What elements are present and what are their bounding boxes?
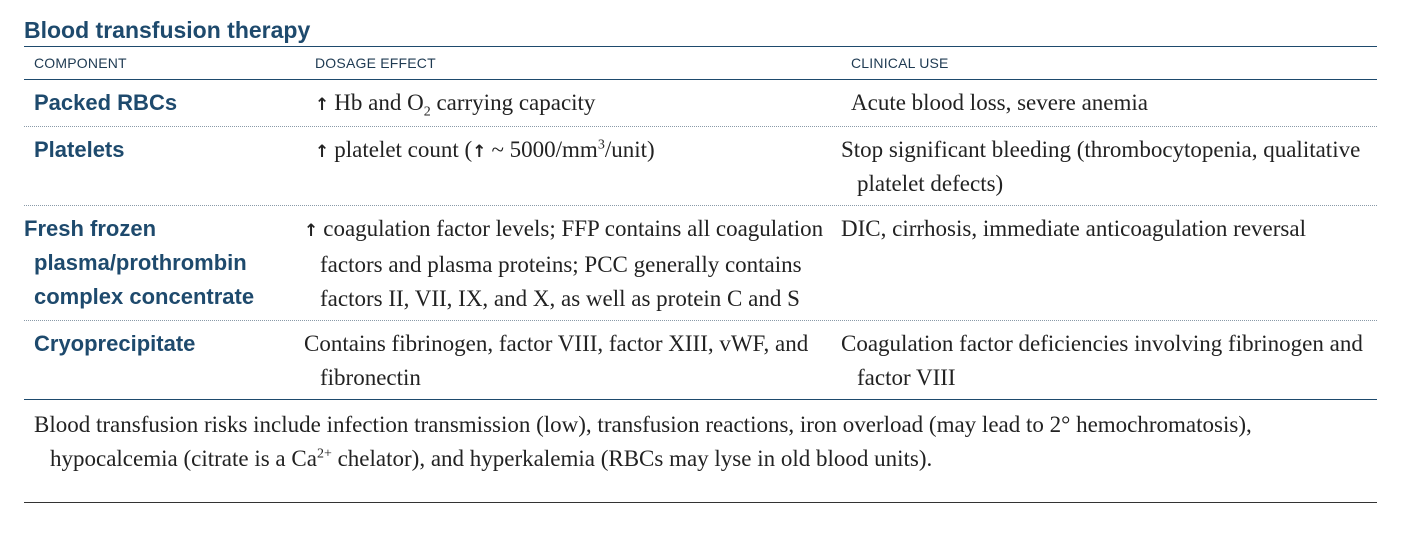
- clinical-use-cell: DIC, cirrhosis, immediate anticoagulatio…: [841, 216, 1306, 241]
- clinical-use-cell: Acute blood loss, severe anemia: [851, 90, 1148, 115]
- subscript: 2: [423, 104, 431, 120]
- footnote-text: Blood transfusion risks include infectio…: [34, 408, 1367, 476]
- up-arrow-icon: ↑: [472, 142, 487, 162]
- dosage-text: carrying capacity: [430, 90, 596, 115]
- up-arrow-icon: ↑: [315, 95, 330, 115]
- clinical-use-cell: Coagulation factor deficiencies involvin…: [841, 331, 1363, 390]
- table-row: Packed RBCs ↑ Hb and O2 carrying capacity…: [24, 80, 1377, 127]
- up-arrow-icon: ↑: [315, 142, 330, 162]
- footnote: Blood transfusion risks include infectio…: [24, 400, 1377, 490]
- dosage-effect-cell: ↑ Hb and O2 carrying capacity: [304, 86, 841, 122]
- dosage-effect-cell: ↑ coagulation factor levels; FFP contains…: [304, 212, 841, 316]
- bottom-rule: [24, 502, 1377, 503]
- superscript: 2+: [316, 446, 332, 462]
- superscript: 3: [597, 137, 605, 153]
- header-dosage-effect: DOSAGE EFFECT: [315, 55, 436, 71]
- header-row: COMPONENT DOSAGE EFFECT CLINICAL USE: [24, 47, 1377, 80]
- clinical-use-cell: Stop significant bleeding (thrombocytope…: [841, 137, 1361, 196]
- up-arrow-icon: ↑: [304, 221, 319, 241]
- header-clinical-use: CLINICAL USE: [851, 55, 949, 71]
- component-cell: Packed RBCs: [34, 90, 178, 115]
- top-rule: [24, 46, 1377, 47]
- table-row: Fresh frozen plasma/prothrombin complex …: [24, 206, 1377, 321]
- footnote-segment: Blood transfusion risks include infectio…: [34, 412, 1252, 471]
- dosage-text: coagulation factor levels; FFP contains …: [320, 216, 824, 311]
- footnote-segment: chelator), and hyperkalemia (RBCs may ly…: [331, 446, 933, 471]
- table-title: Blood transfusion therapy: [24, 17, 311, 43]
- dosage-effect-cell: Contains fibrinogen, factor VIII, factor…: [304, 331, 809, 390]
- dosage-text: /unit): [604, 137, 655, 162]
- dosage-text: ~ 5000/mm: [491, 137, 598, 162]
- component-cell: Platelets: [34, 137, 125, 162]
- component-cell: Cryoprecipitate: [34, 331, 196, 356]
- table-container: Blood transfusion therapy COMPONENT DOSA…: [24, 0, 1377, 503]
- table-row: Cryoprecipitate Contains fibrinogen, fac…: [24, 321, 1377, 400]
- table-row: Platelets ↑ platelet count (↑ ~ 5000/mm3/u…: [24, 127, 1377, 206]
- component-cell: Fresh frozen plasma/prothrombin complex …: [24, 216, 255, 309]
- header-component: COMPONENT: [34, 55, 127, 71]
- dosage-text: platelet count (: [334, 137, 473, 162]
- dosage-effect-cell: ↑ platelet count (↑ ~ 5000/mm3/unit): [304, 133, 841, 201]
- dosage-text: Hb and O: [334, 90, 424, 115]
